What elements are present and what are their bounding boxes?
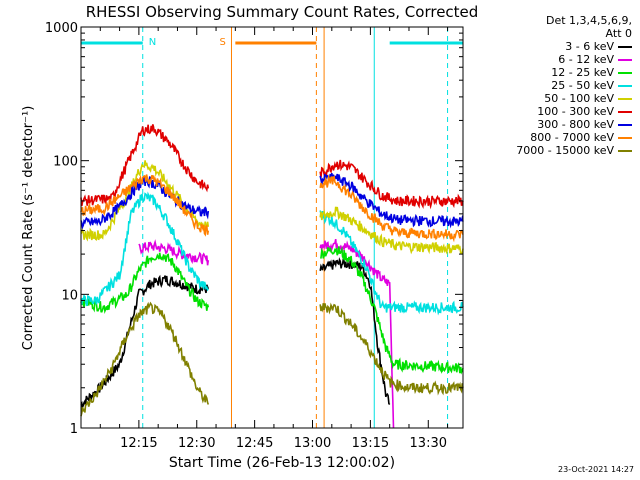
y-axis-label: Corrected Count Rate (s⁻¹ detector⁻¹) <box>21 106 36 351</box>
legend-swatch <box>618 110 632 113</box>
legend-item: 25 - 50 keV <box>482 79 632 92</box>
x-axis-label: Start Time (26-Feb-13 12:00:02) <box>169 455 395 471</box>
series-line-6-seg2 <box>319 172 464 229</box>
y-tick-label-2: 10 <box>61 288 78 303</box>
x-tick-label-2: 12:45 <box>236 436 273 451</box>
legend-item: 12 - 25 keV <box>482 66 632 79</box>
legend-swatch <box>618 97 632 100</box>
legend-label: 50 - 100 keV <box>544 92 614 105</box>
legend-label: 300 - 800 keV <box>537 118 614 131</box>
series-line-5-seg2 <box>319 159 464 210</box>
x-tick-label-0: 12:15 <box>120 436 157 451</box>
series-line-0-seg2 <box>319 257 391 406</box>
annotation-night: N <box>149 37 156 48</box>
series-line-5-seg1 <box>80 124 210 207</box>
y-tick-label-0: 1000 <box>45 21 78 36</box>
legend-swatch <box>618 45 632 48</box>
legend-item: 50 - 100 keV <box>482 92 632 105</box>
chart-title: RHESSI Observing Summary Count Rates, Co… <box>86 3 479 21</box>
series-line-3-seg1 <box>80 191 209 307</box>
series-line-4-seg1 <box>80 160 210 242</box>
series-line-0-seg1 <box>80 274 210 411</box>
y-tick-label-3: 1 <box>70 422 78 437</box>
legend-label: 6 - 12 keV <box>558 53 614 66</box>
legend-swatch <box>618 71 632 74</box>
legend-label: 12 - 25 keV <box>551 66 614 79</box>
y-axis-ticks: 1000 100 10 1 <box>45 21 463 437</box>
annotation-saa: S <box>219 37 225 48</box>
legend-swatch <box>618 58 632 61</box>
series-line-1-seg2 <box>319 238 395 429</box>
boundary-lines <box>142 27 449 428</box>
legend-swatch <box>618 149 632 152</box>
plot-frame <box>80 26 464 429</box>
series-line-3-seg2 <box>319 210 464 316</box>
series-line-2-seg1 <box>80 252 210 314</box>
series-line-4-seg2 <box>319 206 464 256</box>
legend-label: 25 - 50 keV <box>551 79 614 92</box>
legend-label: 800 - 7000 keV <box>530 131 614 144</box>
series-group <box>80 124 464 429</box>
legend-header-attenuator: Att 0 <box>605 27 632 40</box>
series-line-8-seg2 <box>319 302 464 396</box>
series-line-8-seg1 <box>80 301 210 417</box>
legend-swatch <box>618 84 632 87</box>
timestamp: 23-Oct-2021 14:27 <box>558 465 634 474</box>
x-tick-label-4: 13:15 <box>352 436 389 451</box>
x-tick-label-1: 12:30 <box>178 436 215 451</box>
legend: Det 1,3,4,5,6,9, Att 0 3 - 6 keV 6 - 12 k… <box>482 14 632 157</box>
legend-item: 300 - 800 keV <box>482 118 632 131</box>
legend-swatch <box>618 123 632 126</box>
legend-item: 800 - 7000 keV <box>482 131 632 144</box>
legend-label: 100 - 300 keV <box>537 105 614 118</box>
legend-item: 100 - 300 keV <box>482 105 632 118</box>
x-axis-ticks: 12:15 12:30 12:45 13:00 13:15 13:30 <box>99 27 449 451</box>
series-line-6-seg1 <box>80 175 210 230</box>
x-tick-label-3: 13:00 <box>294 436 331 451</box>
legend-item: 3 - 6 keV <box>482 40 632 53</box>
legend-item: 6 - 12 keV <box>482 53 632 66</box>
legend-swatch <box>618 136 632 139</box>
legend-label: 3 - 6 keV <box>565 40 614 53</box>
legend-header-detectors: Det 1,3,4,5,6,9, <box>545 14 632 27</box>
series-line-7-seg2 <box>319 174 464 243</box>
x-tick-label-5: 13:30 <box>410 436 447 451</box>
series-line-7-seg1 <box>80 174 210 237</box>
y-tick-label-1: 100 <box>53 155 78 170</box>
legend-item: 7000 - 15000 keV <box>482 144 632 157</box>
series-line-2-seg2 <box>320 246 464 375</box>
series-line-1-seg1 <box>138 239 210 266</box>
legend-label: 7000 - 15000 keV <box>516 144 614 157</box>
